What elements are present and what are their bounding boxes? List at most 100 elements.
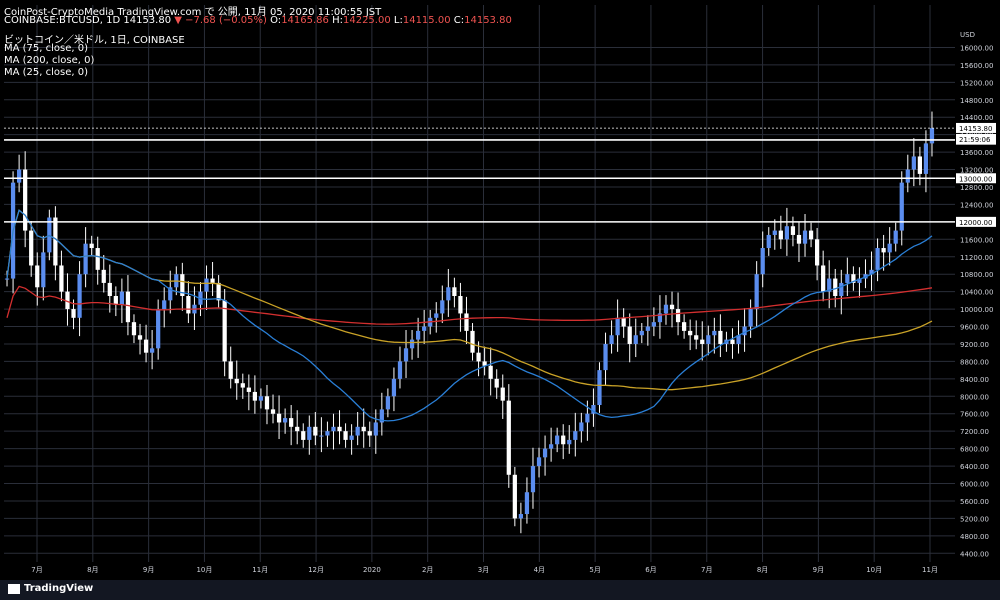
candle-body <box>83 243 88 275</box>
ma25-line <box>6 209 933 422</box>
candle-body <box>536 457 542 467</box>
candle-body <box>494 378 499 388</box>
candle-body <box>313 426 318 436</box>
candle-body <box>307 426 312 440</box>
candle-body <box>156 309 161 349</box>
candle-body <box>591 405 596 414</box>
y-tick-label: 6000.00 <box>960 481 989 489</box>
candle-body <box>289 418 294 427</box>
ma75-line <box>6 209 933 391</box>
x-tick-label: 10月 <box>196 566 212 574</box>
candle-body <box>518 514 524 519</box>
candle-body <box>833 278 838 296</box>
y-tick-label: 5600.00 <box>960 498 989 506</box>
price-marker-box <box>956 216 996 227</box>
legend-ma75[interactable]: MA (75, close, 0) <box>4 43 89 54</box>
candle-body <box>869 269 874 275</box>
candle-body <box>452 287 457 296</box>
candle-body <box>113 296 118 305</box>
candle-body <box>760 248 765 275</box>
candle-body <box>911 156 916 170</box>
y-tick-label: 5200.00 <box>960 515 989 523</box>
candle-body <box>669 304 675 310</box>
candle-body <box>899 182 904 231</box>
candle-body <box>349 435 354 440</box>
candle-body <box>71 309 76 318</box>
price-marker-box <box>956 122 996 133</box>
y-tick-label: 9600.00 <box>960 324 989 332</box>
candle-body <box>16 169 22 183</box>
candle-body <box>476 352 481 362</box>
candle-body <box>881 248 886 253</box>
candle-body <box>597 370 602 406</box>
candle-body <box>282 418 288 423</box>
candle-body <box>222 300 227 362</box>
candle-body <box>814 239 820 266</box>
high-value: 14225.00 <box>342 15 391 26</box>
candle-body <box>754 274 759 310</box>
ohlc-bar: COINBASE:BTCUSD, 1D 14153.80 ▼ −7.68 (−0… <box>4 15 512 26</box>
candle-body <box>748 309 753 327</box>
candle-body <box>603 343 608 371</box>
candle-body <box>585 413 590 423</box>
candle-body <box>446 287 451 301</box>
y-tick-label: 4800.00 <box>960 533 989 541</box>
candle-body <box>240 383 245 388</box>
candle-body <box>252 391 258 401</box>
y-tick-label: 15600.00 <box>960 62 993 70</box>
x-tick-label: 6月 <box>645 566 656 574</box>
x-tick-label: 9月 <box>143 566 154 574</box>
countdown-box <box>956 133 996 144</box>
unit-label: USD <box>960 31 975 39</box>
candle-body <box>905 169 910 183</box>
candle-body <box>808 230 814 240</box>
candle-body <box>367 431 372 436</box>
candle-body <box>772 230 777 235</box>
y-tick-label: 12800.00 <box>960 184 993 192</box>
x-tick-label: 10月 <box>866 566 882 574</box>
y-tick-label: 6800.00 <box>960 446 989 454</box>
candle-body <box>228 361 233 379</box>
y-tick-label: 14800.00 <box>960 97 993 105</box>
y-tick-label: 10400.00 <box>960 289 993 297</box>
candle-body <box>337 426 342 432</box>
candle-body <box>403 348 409 362</box>
candle-body <box>609 335 614 344</box>
low-value: 14115.00 <box>402 15 451 26</box>
candle-body <box>415 330 421 340</box>
candle-body <box>361 426 366 432</box>
candle-body <box>186 296 191 314</box>
candle-body <box>409 339 415 349</box>
x-tick-label: 4月 <box>534 566 545 574</box>
candle-body <box>162 300 167 310</box>
footer-bar <box>0 580 1000 600</box>
candle-body <box>270 409 276 414</box>
candle-body <box>887 243 892 253</box>
candle-body <box>125 291 131 323</box>
candle-body <box>512 474 517 519</box>
candle-body <box>119 291 125 305</box>
candle-body <box>41 252 46 288</box>
y-tick-label: 13600.00 <box>960 149 993 157</box>
legend-ma200[interactable]: MA (200, close, 0) <box>4 55 95 66</box>
x-tick-label: 7月 <box>701 566 712 574</box>
candle-body <box>379 409 384 423</box>
legend-ma25[interactable]: MA (25, close, 0) <box>4 67 89 78</box>
candle-body <box>821 265 826 292</box>
candle-body <box>688 330 693 336</box>
candle-body <box>742 326 747 336</box>
y-tick-label: 11600.00 <box>960 236 993 244</box>
candle-body <box>645 326 650 331</box>
tradingview-logo[interactable]: TradingView <box>8 583 93 594</box>
candle-body <box>796 234 802 244</box>
series-title[interactable]: ビットコイン／米ドル, 1日, COINBASE <box>4 35 185 46</box>
candle-body <box>204 278 209 292</box>
candlestick-chart[interactable]: 4400.00 4800.00 5200.00 5600.00 6000.00 6400.… <box>0 0 1000 580</box>
candle-body <box>639 330 644 336</box>
tradingview-icon <box>8 583 20 594</box>
candle-body <box>784 226 790 240</box>
candle-body <box>621 317 626 327</box>
candle-body <box>131 322 137 336</box>
candle-body <box>29 230 34 266</box>
candle-body <box>663 304 669 314</box>
